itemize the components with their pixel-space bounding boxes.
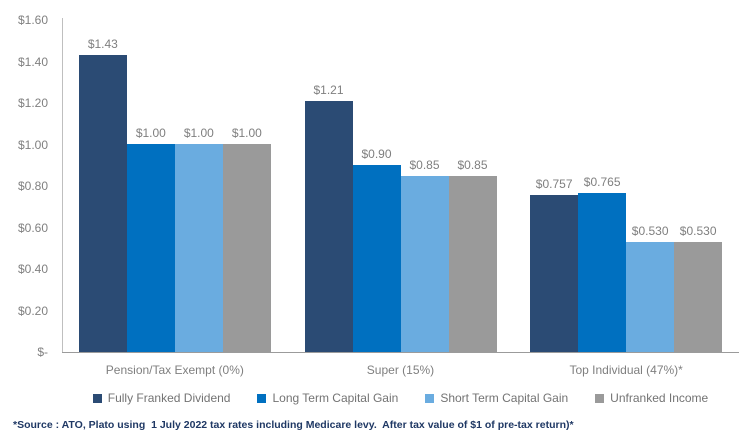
y-tick-label: $1.20: [17, 96, 48, 110]
bar: [222, 144, 271, 352]
y-tick-label: $0.40: [17, 262, 48, 276]
bar: [174, 144, 223, 352]
bar: [448, 176, 497, 352]
y-axis-line: [62, 18, 63, 352]
bar: [78, 55, 127, 352]
bar-value-label: $1.00: [183, 126, 214, 140]
bar-value-label: $0.90: [361, 147, 392, 161]
legend-swatch-icon: [595, 393, 605, 403]
y-tick-label: $0.80: [17, 179, 48, 193]
bar-value-label: $0.530: [631, 224, 669, 238]
bar: [304, 101, 353, 352]
legend-item: Short Term Capital Gain: [425, 391, 568, 405]
bar: [126, 144, 175, 352]
legend-swatch-icon: [425, 393, 435, 403]
y-tick-label: $0.20: [17, 303, 48, 318]
legend-label: Unfranked Income: [610, 391, 709, 405]
bar: [674, 242, 723, 352]
bar-value-label: $0.85: [409, 158, 440, 172]
category-label: Pension/Tax Exempt (0%): [105, 363, 244, 377]
legend-swatch-icon: [92, 393, 102, 403]
bar: [530, 195, 579, 352]
category-label: Super (15%): [366, 363, 435, 377]
category-label: Top Individual (47%)*: [569, 363, 683, 377]
legend: Fully Franked Dividend Long Term Capital …: [62, 391, 739, 405]
y-tick-label: $1.00: [17, 137, 48, 152]
y-tick-label: $0.60: [17, 220, 48, 235]
bar-value-label: $0.530: [679, 224, 717, 238]
legend-label: Short Term Capital Gain: [440, 391, 569, 405]
bar: [626, 242, 675, 352]
bar: [578, 193, 627, 352]
y-tick-label: $-: [37, 345, 48, 359]
bar-value-label: $0.757: [535, 177, 573, 191]
legend-item: Fully Franked Dividend: [92, 391, 231, 405]
bar: [400, 176, 449, 352]
bar-value-label: $1.00: [231, 126, 262, 140]
bar: [352, 165, 401, 352]
legend-item: Unfranked Income: [595, 391, 708, 405]
legend-swatch-icon: [257, 393, 267, 403]
bar-value-label: $1.43: [87, 37, 118, 51]
legend-label: Fully Franked Dividend: [107, 391, 231, 405]
bar-value-label: $0.85: [457, 158, 488, 172]
bar-value-label: $0.765: [583, 175, 621, 189]
bar-value-label: $1.00: [135, 126, 166, 140]
legend-item: Long Term Capital Gain: [257, 391, 398, 405]
y-tick-label: $1.40: [17, 54, 48, 69]
plot-area: $1.43 $1.00 $1.00 $1.00 $1.21 $0.90 $0.85 $0.85…: [62, 20, 739, 352]
bar-value-label: $1.21: [313, 83, 344, 97]
x-axis-line: [62, 352, 739, 353]
footnote: *Source : ATO, Plato using 1 July 2022 t…: [13, 419, 574, 431]
y-tick-label: $1.60: [17, 13, 48, 27]
legend-label: Long Term Capital Gain: [272, 391, 399, 405]
